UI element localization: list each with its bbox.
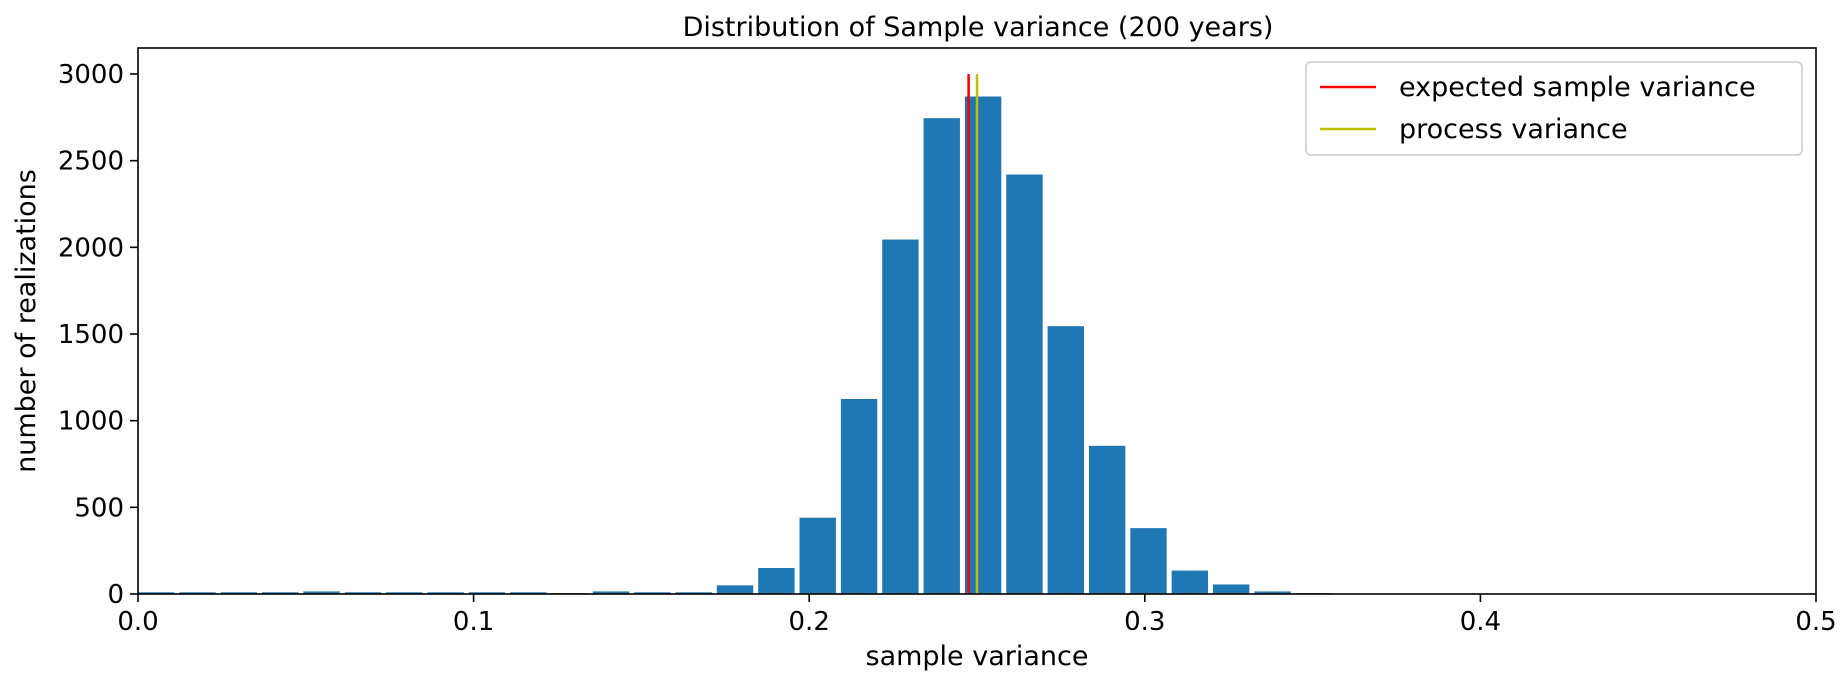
histogram-bar	[1254, 591, 1291, 594]
y-tick-label: 1000	[58, 407, 124, 437]
histogram-bar	[262, 592, 299, 594]
x-axis-label: sample variance	[866, 641, 1089, 672]
histogram-bar	[303, 591, 340, 594]
histogram-bar	[1130, 528, 1167, 594]
histogram-bar	[386, 592, 423, 594]
histogram-bar	[179, 592, 216, 594]
y-axis-label: number of realizations	[11, 169, 42, 473]
histogram-bar	[344, 592, 382, 594]
reference-lines-group	[967, 74, 979, 594]
histogram-bar	[1088, 445, 1126, 594]
histogram-bar	[138, 592, 175, 594]
legend-label-process-variance: process variance	[1399, 114, 1628, 145]
histogram-bar	[675, 592, 712, 594]
x-tick-label: 0.4	[1460, 607, 1501, 637]
bars-group	[138, 96, 1374, 594]
histogram-bar	[1171, 570, 1209, 594]
histogram-bar	[1006, 174, 1043, 594]
histogram-bar	[427, 592, 464, 594]
y-axis-ticks: 0 500 1000 1500 2000 2500 3000	[58, 60, 138, 610]
histogram-bar	[923, 118, 960, 594]
plot-frame	[137, 47, 1817, 595]
y-tick-label: 1500	[58, 320, 124, 350]
x-axis-ticks: 0.0 0.1 0.2 0.3 0.4 0.5	[117, 594, 1837, 637]
histogram-bar	[799, 517, 836, 594]
x-tick-label: 0.2	[789, 607, 830, 637]
x-tick-label: 0.0	[117, 607, 158, 637]
legend-label-expected-sample-variance: expected sample variance	[1399, 72, 1756, 103]
y-tick-label: 3000	[58, 60, 124, 90]
y-tick-label: 2000	[58, 233, 124, 263]
histogram-bar	[840, 399, 878, 594]
histogram-bar	[634, 592, 671, 594]
histogram-bar	[1047, 326, 1084, 594]
histogram-bar	[1212, 584, 1250, 594]
histogram-bar	[592, 591, 630, 594]
legend-box	[1305, 61, 1803, 156]
x-tick-label: 0.1	[453, 607, 494, 637]
histogram-bar	[882, 239, 919, 594]
chart-title: Distribution of Sample variance (200 yea…	[683, 12, 1274, 43]
y-tick-label: 0	[107, 580, 124, 610]
y-tick-label: 500	[74, 493, 124, 523]
histogram-bar	[964, 96, 1002, 594]
legend: expected sample variance process varianc…	[1305, 61, 1803, 156]
x-tick-label: 0.5	[1795, 607, 1836, 637]
histogram-bar	[220, 592, 258, 594]
y-tick-label: 2500	[58, 147, 124, 177]
histogram-bar	[468, 592, 506, 594]
x-tick-label: 0.3	[1124, 607, 1165, 637]
histogram-bar	[716, 585, 754, 594]
histogram-bar	[758, 568, 795, 594]
histogram-bar	[510, 592, 547, 594]
